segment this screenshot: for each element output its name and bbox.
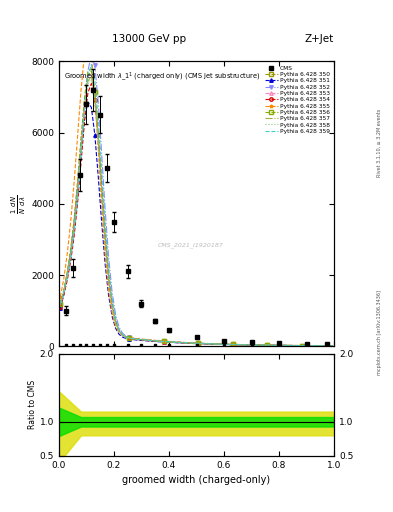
- Y-axis label: $\frac{1}{N}\,\frac{dN}{d\lambda}$: $\frac{1}{N}\,\frac{dN}{d\lambda}$: [10, 194, 28, 214]
- Text: mcplots.cern.ch [arXiv:1306.3436]: mcplots.cern.ch [arXiv:1306.3436]: [377, 290, 382, 375]
- Legend: CMS, Pythia 6.428 350, Pythia 6.428 351, Pythia 6.428 352, Pythia 6.428 353, Pyt: CMS, Pythia 6.428 350, Pythia 6.428 351,…: [264, 65, 331, 135]
- Text: Z+Jet: Z+Jet: [305, 33, 334, 44]
- Text: Rivet 3.1.10, ≥ 3.2M events: Rivet 3.1.10, ≥ 3.2M events: [377, 109, 382, 178]
- Text: 13000 GeV pp: 13000 GeV pp: [112, 33, 186, 44]
- X-axis label: groomed width (charged-only): groomed width (charged-only): [123, 475, 270, 485]
- Y-axis label: Ratio to CMS: Ratio to CMS: [28, 380, 37, 430]
- Text: Groomed width $\lambda\_1^1$ (charged only) (CMS jet substructure): Groomed width $\lambda\_1^1$ (charged on…: [64, 70, 261, 83]
- Text: CMS_2021_I1920187: CMS_2021_I1920187: [158, 243, 224, 248]
